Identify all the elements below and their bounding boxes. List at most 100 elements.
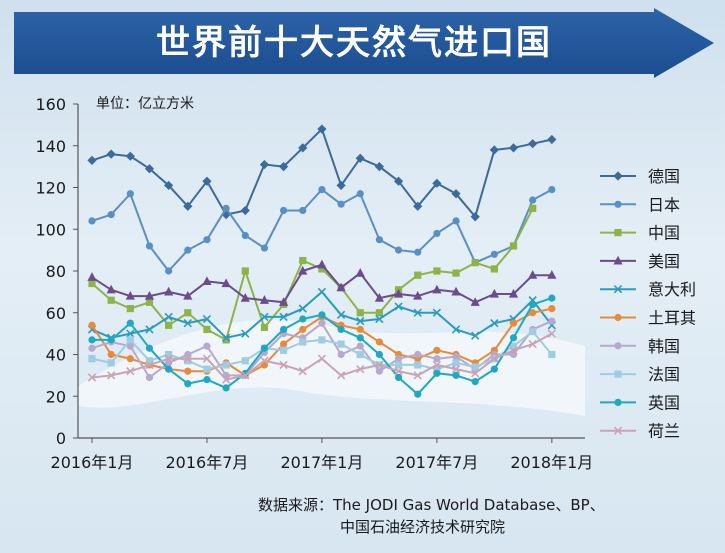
data-point [337,350,345,359]
legend-label: 荷兰 [648,422,680,441]
data-point [240,293,250,302]
series-line [91,207,534,341]
data-point [126,355,134,363]
x-tick-label: 2016年1月 [51,453,134,472]
data-point [529,196,537,204]
data-point [452,359,460,367]
data-point [529,300,537,308]
data-point [203,342,211,350]
data-point [126,190,134,198]
data-point [144,290,155,300]
y-tick-label: 20 [46,387,66,406]
data-point [106,284,116,294]
data-point [240,205,250,216]
legend-marker [614,313,622,322]
data-point [433,365,441,373]
data-point [279,360,288,370]
data-point [126,336,134,344]
data-point [183,354,192,363]
legend-entry: 日本 [600,195,680,214]
data-point [165,365,173,373]
y-tick-label: 160 [35,95,66,114]
data-point [470,297,480,306]
legend-label: 日本 [648,195,680,214]
data-point [355,267,365,277]
y-tick-label: 0 [56,429,66,448]
data-point [394,246,403,254]
legend-entry: 英国 [600,393,680,412]
data-point [529,327,537,336]
data-point [183,319,192,328]
legend-label: 美国 [648,252,680,271]
data-point [145,298,154,306]
data-point [317,259,327,269]
legend-marker [613,285,623,294]
data-point [164,286,174,296]
data-point [164,312,173,322]
data-point [184,246,192,254]
data-point [260,323,269,331]
legend-entry: 土耳其 [600,309,696,328]
data-point [336,282,346,292]
data-point [202,354,212,363]
data-point [221,375,231,384]
data-point [126,367,135,376]
data-point [547,134,557,145]
data-point [317,124,327,134]
data-point [299,338,307,346]
data-point [317,354,327,363]
data-point [222,204,230,212]
data-point [490,354,499,363]
data-point [375,314,384,324]
data-point [298,304,307,313]
data-point [509,346,518,355]
data-point [433,229,441,238]
data-point [375,360,384,370]
y-tick-label: 120 [35,179,66,198]
legend-marker [614,200,622,208]
data-point [144,164,155,174]
data-point [433,355,441,363]
banner-arrow-shape [14,8,714,78]
data-point [414,248,422,256]
data-point [318,311,326,319]
y-tick-label: 60 [46,304,66,323]
data-point [88,344,96,352]
data-point [241,231,249,240]
data-point [87,155,97,165]
y-tick-label: 100 [35,220,66,239]
data-point [414,350,422,359]
data-point [145,357,154,365]
data-point [470,212,480,222]
data-point [317,287,327,297]
data-point [528,339,537,349]
data-point [451,286,461,296]
data-point [318,336,326,344]
data-point [318,185,326,194]
data-point [279,297,289,306]
data-point [433,267,441,275]
data-point [394,361,403,369]
data-point [471,363,479,371]
data-point [184,380,192,388]
data-point [356,334,364,342]
legend-entry: 意大利 [600,280,696,299]
data-point [413,201,423,211]
data-point [451,364,461,374]
series-9 [88,294,556,398]
legend-marker [613,426,623,435]
y-tick-label: 40 [46,346,66,365]
series-line [91,188,553,272]
data-point [489,288,499,298]
legend-label: 意大利 [648,280,696,299]
data-point [125,290,135,300]
data-point [221,278,231,288]
data-point [394,302,403,311]
data-point [202,314,212,324]
data-point [471,378,479,386]
data-point [298,265,308,275]
legend-marker [613,255,623,265]
data-point [547,270,557,279]
data-point [165,267,173,275]
page-title: 世界前十大天然气进口国 [156,23,552,63]
